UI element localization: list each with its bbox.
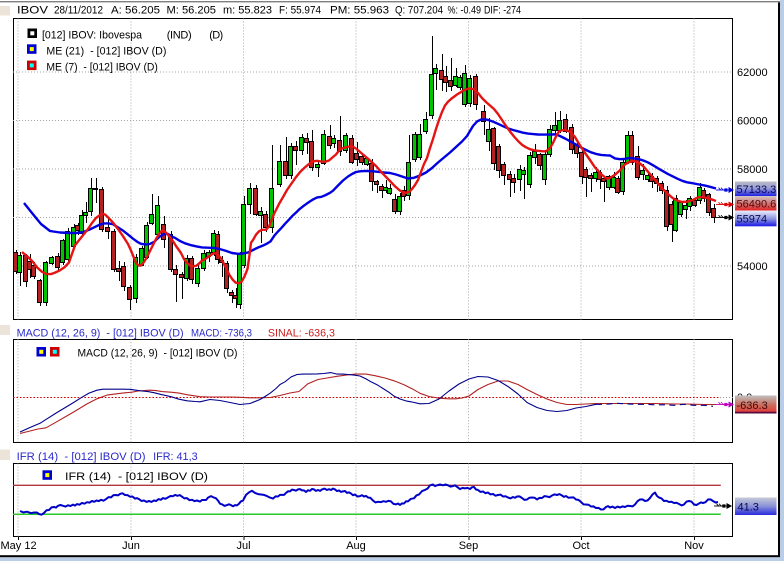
svg-text:Jun: Jun xyxy=(122,540,140,552)
svg-text:SINAL: -636,3: SINAL: -636,3 xyxy=(268,328,335,340)
svg-text:May 12: May 12 xyxy=(1,540,37,552)
svg-text:A: 56.205: A: 56.205 xyxy=(111,5,160,17)
svg-text:58000: 58000 xyxy=(737,164,768,176)
svg-text:IFR (14) - [012] IBOV (D): IFR (14) - [012] IBOV (D) xyxy=(65,471,208,483)
svg-text:PM: 55.963: PM: 55.963 xyxy=(330,5,389,17)
svg-text:(IND): (IND) xyxy=(167,29,192,41)
svg-text:28/11/2012: 28/11/2012 xyxy=(54,5,103,17)
svg-text:57133.3: 57133.3 xyxy=(737,184,777,196)
svg-text:IFR (14) - [012] IBOV (D): IFR (14) - [012] IBOV (D) xyxy=(17,451,146,463)
svg-text:[012] IBOV: Ibovespa: [012] IBOV: Ibovespa xyxy=(42,29,143,41)
svg-text:MACD: -736,3: MACD: -736,3 xyxy=(191,328,252,340)
svg-text:62000: 62000 xyxy=(737,67,768,79)
svg-text:ME (7) - [012] IBOV (D): ME (7) - [012] IBOV (D) xyxy=(46,62,157,74)
svg-text:M: 56.205: M: 56.205 xyxy=(167,5,217,17)
svg-text:Oct: Oct xyxy=(572,540,589,552)
svg-text:IFR: 41,3: IFR: 41,3 xyxy=(153,451,198,463)
svg-text:ME (21) - [012] IBOV (D): ME (21) - [012] IBOV (D) xyxy=(46,46,166,58)
svg-text:IBOV: IBOV xyxy=(17,5,49,17)
svg-text:DIF: -274: DIF: -274 xyxy=(484,5,521,17)
svg-text:Jul: Jul xyxy=(236,540,250,552)
svg-text:m: 55.823: m: 55.823 xyxy=(223,5,272,17)
svg-text:54000: 54000 xyxy=(737,261,768,273)
svg-text:60000: 60000 xyxy=(737,116,768,128)
svg-text:F: 55.974: F: 55.974 xyxy=(279,5,321,17)
svg-text:%: -0.49: %: -0.49 xyxy=(448,5,482,17)
svg-text:41.3: 41.3 xyxy=(738,502,759,514)
svg-text:(D): (D) xyxy=(209,29,223,41)
svg-text:Sep: Sep xyxy=(459,540,479,552)
svg-text:MACD (12, 26, 9) - [012] IBOV: MACD (12, 26, 9) - [012] IBOV (D) xyxy=(78,348,238,360)
svg-text:Nov: Nov xyxy=(684,540,704,552)
svg-text:MACD (12, 26, 9) - [012] IBOV: MACD (12, 26, 9) - [012] IBOV (D) xyxy=(17,328,184,340)
svg-text:-636.3: -636.3 xyxy=(737,400,768,412)
svg-text:56490.6: 56490.6 xyxy=(737,199,777,211)
svg-text:55974: 55974 xyxy=(737,214,768,226)
svg-text:Q: 707.204: Q: 707.204 xyxy=(395,5,443,17)
svg-text:Aug: Aug xyxy=(346,540,366,552)
